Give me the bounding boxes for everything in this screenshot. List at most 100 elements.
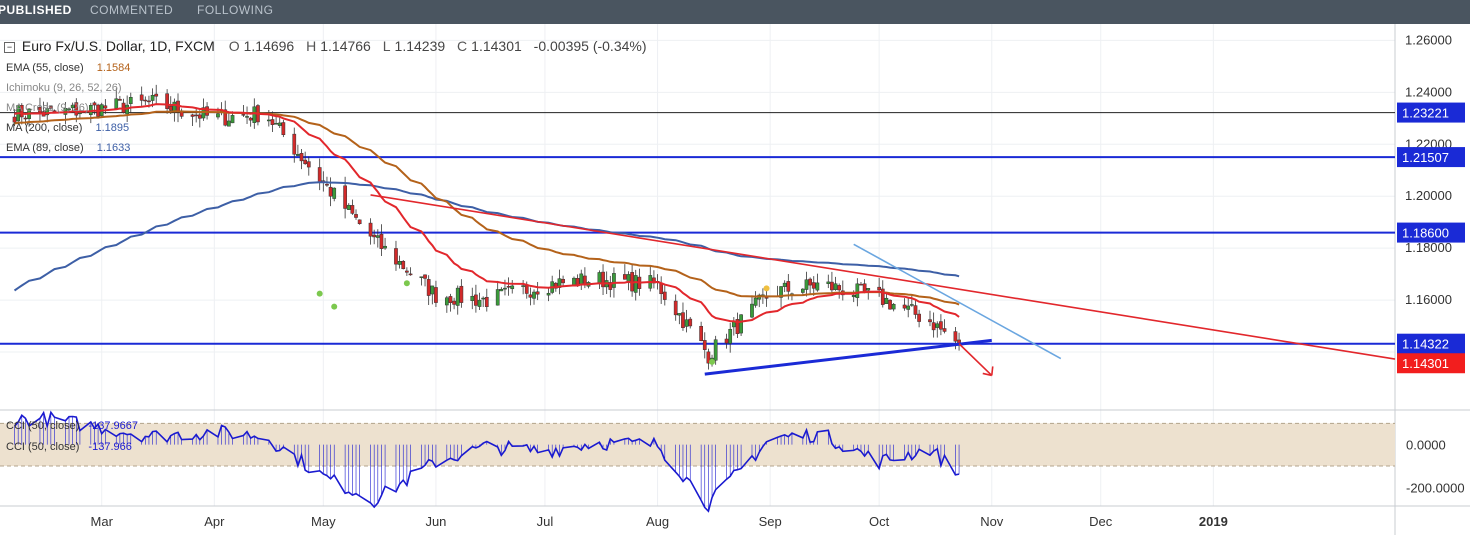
candle	[434, 287, 438, 303]
candle	[684, 319, 689, 327]
candle	[659, 283, 664, 295]
level-price-label: 1.14322	[1397, 333, 1465, 354]
legend-value: 1.1584	[96, 62, 131, 74]
candle	[223, 109, 228, 126]
change-value: -0.00395 (-0.34%)	[533, 38, 647, 54]
legend-label: EMA (55, close)	[6, 62, 84, 74]
collapse-icon[interactable]: −	[4, 42, 15, 53]
candle	[815, 282, 820, 291]
indicator-legend-ma200[interactable]: MA (200, close) 1.1895	[6, 122, 129, 134]
candle	[826, 281, 831, 284]
candle	[346, 204, 351, 210]
candle	[495, 289, 500, 306]
candle	[277, 122, 282, 126]
cci-label: CCI (50, close)	[6, 420, 80, 432]
candle	[699, 325, 703, 341]
candle	[452, 300, 456, 305]
candle	[931, 322, 936, 331]
legend-label: MA Cross (9, 26)	[6, 102, 89, 114]
candle	[49, 106, 53, 109]
time-axis: Mar Apr May Jun Jul Aug Sep Oct Nov Dec 2019	[91, 514, 1228, 529]
candle	[306, 161, 311, 168]
candle	[332, 187, 337, 199]
tab-following[interactable]: FOLLOWING	[197, 3, 274, 17]
price-label-text: 1.21507	[1402, 150, 1449, 165]
indicator-legend-ema55[interactable]: EMA (55, close) 1.1584	[6, 62, 130, 74]
candle	[811, 282, 816, 289]
candle	[532, 291, 536, 299]
candle	[128, 97, 133, 104]
candle	[118, 98, 122, 101]
candle	[891, 303, 896, 310]
cci-legend-1[interactable]: CCI (50, close) -137.9667	[6, 420, 138, 432]
candle	[216, 113, 220, 118]
time-tick-label: Oct	[869, 514, 890, 529]
downtrend-line	[370, 194, 1396, 360]
candle	[608, 282, 613, 290]
top-tab-bar: PUBLISHED COMMENTED FOLLOWING	[0, 0, 1470, 24]
candle	[906, 305, 911, 310]
time-tick-label: May	[311, 514, 336, 529]
price-label-box	[1397, 222, 1465, 243]
candle	[902, 304, 907, 309]
candle	[935, 323, 940, 328]
candle	[942, 328, 947, 332]
indicator-legend-ma-cross[interactable]: MA Cross (9, 26)	[6, 102, 89, 114]
price-tick-label: 1.26000	[1405, 32, 1452, 47]
candle	[837, 285, 842, 291]
legend-value: 1.1895	[95, 122, 130, 134]
low-value: 1.14239	[394, 38, 446, 54]
candle	[601, 271, 605, 288]
candle	[281, 122, 286, 136]
tab-published[interactable]: PUBLISHED	[0, 3, 72, 17]
candle	[88, 105, 93, 115]
time-tick-label: Mar	[91, 514, 114, 529]
candle	[241, 114, 246, 116]
candle	[688, 318, 693, 327]
time-tick-label: Jun	[425, 514, 446, 529]
candle	[499, 288, 504, 292]
open-label: O	[228, 38, 240, 54]
indicator-legend-ema89[interactable]: EMA (89, close) 1.1633	[6, 142, 130, 154]
candle	[444, 297, 449, 306]
candle	[801, 288, 805, 293]
candle	[913, 305, 918, 315]
candle	[735, 319, 740, 334]
candle	[939, 321, 943, 330]
candle	[804, 279, 809, 290]
time-tick-label: 2019	[1199, 514, 1228, 529]
indicator-legend-ichimoku[interactable]: Ichimoku (9, 26, 52, 26)	[6, 82, 122, 94]
time-tick-label: Apr	[204, 514, 225, 529]
price-tick-label: 1.20000	[1405, 188, 1452, 203]
candle	[230, 115, 235, 124]
tab-commented[interactable]: COMMENTED	[90, 3, 174, 17]
price-chart[interactable]: 1.260001.240001.220001.200001.180001.160…	[0, 24, 1470, 535]
candle	[172, 101, 177, 113]
price-label-text: 1.23221	[1402, 106, 1449, 121]
candle	[779, 286, 783, 298]
cci-legend-2[interactable]: CCI (50, close) -137.966	[6, 441, 132, 453]
candle	[731, 321, 736, 328]
candle	[808, 278, 812, 286]
candle	[227, 120, 231, 127]
candle	[379, 233, 384, 249]
candle	[728, 328, 733, 344]
cci-band	[0, 423, 1395, 466]
signal-dot	[763, 285, 770, 292]
legend-label: Ichimoku (9, 26, 52, 26)	[6, 82, 122, 94]
level-price-label: 1.21507	[1397, 147, 1465, 168]
cci-value: -137.9667	[88, 420, 138, 432]
candle	[67, 108, 71, 111]
candle	[786, 281, 791, 292]
price-label-box	[1397, 333, 1465, 354]
candle	[724, 338, 729, 344]
open-value: 1.14696	[243, 38, 295, 54]
time-tick-label: Sep	[759, 514, 782, 529]
price-label-text: 1.18600	[1402, 226, 1449, 241]
candle	[713, 339, 718, 361]
ma200-line	[13, 181, 960, 292]
candle	[546, 292, 551, 296]
candle	[325, 184, 329, 186]
candle	[296, 154, 300, 156]
candle	[862, 283, 867, 293]
